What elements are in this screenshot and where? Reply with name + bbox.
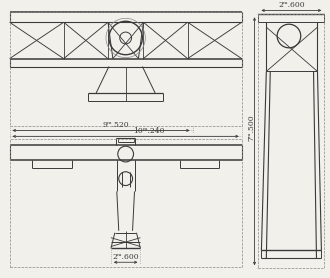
- Text: 2ᵐ.600: 2ᵐ.600: [112, 253, 139, 261]
- Text: 9ᵐ.520: 9ᵐ.520: [102, 121, 129, 129]
- Bar: [10, 139, 242, 267]
- Text: 2ᵐ.600: 2ᵐ.600: [278, 1, 305, 9]
- Bar: [10, 13, 242, 126]
- Text: 7ᵐ.500: 7ᵐ.500: [248, 115, 255, 141]
- Text: 10ᵐ.240: 10ᵐ.240: [133, 127, 165, 135]
- Bar: [258, 14, 324, 268]
